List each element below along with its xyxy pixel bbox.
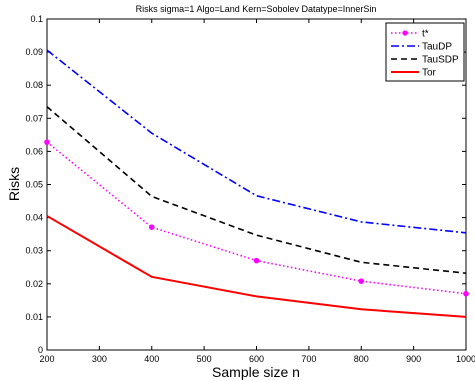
data-point-t: [44, 139, 50, 145]
data-point-t: [148, 224, 155, 230]
legend-label-tor: Tor: [422, 68, 437, 79]
series-line-tausdp: [46, 106, 467, 275]
y-tick-label: 0.06: [25, 146, 43, 156]
y-tick-label: 0.01: [25, 312, 43, 322]
y-tick-label: 0.02: [25, 279, 43, 289]
y-tick-label: 0.07: [25, 113, 43, 123]
x-axis-label: Sample size n: [212, 364, 300, 380]
x-tick-label: 400: [144, 354, 159, 364]
y-tick-label: 0: [38, 345, 43, 355]
x-tick-label: 700: [301, 354, 316, 364]
y-tick-label: 0.04: [25, 213, 43, 223]
legend-label-tausdp: TauSDP: [422, 55, 459, 66]
y-axis-label: Risks: [6, 167, 22, 201]
x-tick-label: 300: [92, 354, 107, 364]
legend: t* TauDP TauSDP Tor: [385, 22, 465, 82]
x-tick-label: 900: [406, 354, 421, 364]
y-tick-label: 0.08: [25, 80, 43, 90]
legend-label-taudp: TauDP: [422, 42, 452, 53]
data-point-t: [253, 257, 260, 264]
axis-ticks: 200 300 400 500 600 700 800 900 1000 0 0.01 0.02 0.0…: [25, 14, 475, 364]
x-tick-label: 600: [249, 354, 264, 364]
x-tick-label: 1000: [456, 354, 475, 364]
series-layer: [44, 49, 469, 318]
data-point-t: [463, 290, 469, 297]
legend-marker-t: [402, 30, 408, 36]
x-tick-label: 200: [39, 354, 54, 364]
x-tick-label: 500: [197, 354, 212, 364]
y-tick-label: 0.09: [25, 47, 43, 57]
x-tick-label: 800: [354, 354, 369, 364]
y-tick-label: 0.1: [30, 14, 43, 24]
legend-label-t: t*: [422, 29, 429, 40]
y-tick-label: 0.05: [25, 180, 43, 190]
y-tick-label: 0.03: [25, 246, 43, 256]
series-line-tor: [46, 215, 467, 318]
data-point-t: [358, 278, 365, 284]
chart-title: Risks sigma=1 Algo=Land Kern=Sobolev Dat…: [136, 4, 377, 14]
